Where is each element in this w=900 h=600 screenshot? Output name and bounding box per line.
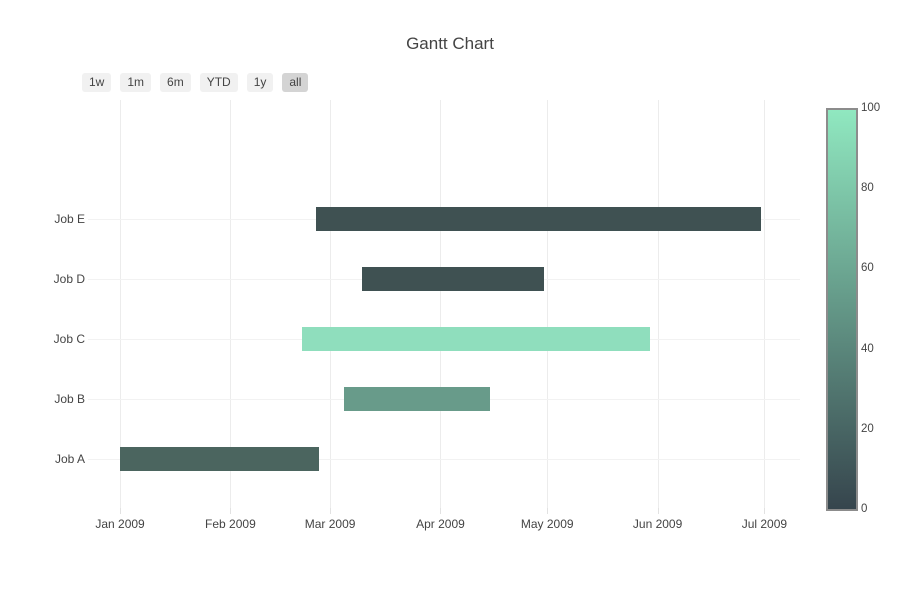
plot-area[interactable] [88,100,800,508]
x-gridline [440,100,442,508]
range-button-1m[interactable]: 1m [120,73,152,92]
gantt-bar-job-d[interactable] [362,267,544,291]
y-tick-label-job-b: Job B [54,392,85,406]
range-selector: 1w 1m 6m YTD 1y all [82,73,309,92]
colorbar-tick-label: 100 [861,102,881,114]
x-tick-mark [120,508,122,514]
x-tick-mark [440,508,442,514]
x-tick-label: Jul 2009 [741,517,788,531]
colorbar-tick-label: 80 [861,182,874,195]
gantt-bar-job-c[interactable] [301,327,651,351]
x-gridline [657,100,659,508]
x-gridline [764,100,766,508]
colorbar-tick-label: 0 [861,503,868,515]
x-gridline [230,100,232,508]
x-tick-label: Mar 2009 [304,517,356,531]
x-tick-label: Feb 2009 [205,517,256,531]
range-button-all[interactable]: all [282,73,309,92]
colorbar-gradient [826,108,858,511]
gantt-bar-job-b[interactable] [344,387,491,411]
range-button-ytd[interactable]: YTD [199,73,238,92]
colorbar-tick-label: 60 [861,262,874,275]
x-tick-label: Apr 2009 [416,517,465,531]
x-tick-label: Jun 2009 [632,517,683,531]
x-tick-mark [547,508,549,514]
x-tick-mark [330,508,332,514]
x-gridline [547,100,549,508]
x-gridline [330,100,332,508]
gantt-bar-job-a[interactable] [120,447,320,471]
y-gridline [88,459,800,460]
x-tick-mark [230,508,232,514]
range-button-6m[interactable]: 6m [160,73,191,92]
chart-title: Gantt Chart [406,34,494,53]
y-tick-label-job-a: Job A [54,452,85,466]
gantt-bar-job-e[interactable] [315,207,761,231]
colorbar-tick-label: 20 [861,422,874,435]
y-tick-label-job-d: Job D [53,272,85,286]
x-gridline [120,100,122,508]
range-button-1y[interactable]: 1y [246,73,274,92]
colorbar-tick-label: 40 [861,342,874,355]
y-tick-label-job-c: Job C [53,332,85,346]
y-tick-label-job-e: Job E [54,212,85,226]
x-tick-mark [764,508,766,514]
x-tick-mark [657,508,659,514]
x-tick-label: Jan 2009 [95,517,145,531]
range-button-1w[interactable]: 1w [82,73,112,92]
x-tick-label: May 2009 [520,517,574,531]
